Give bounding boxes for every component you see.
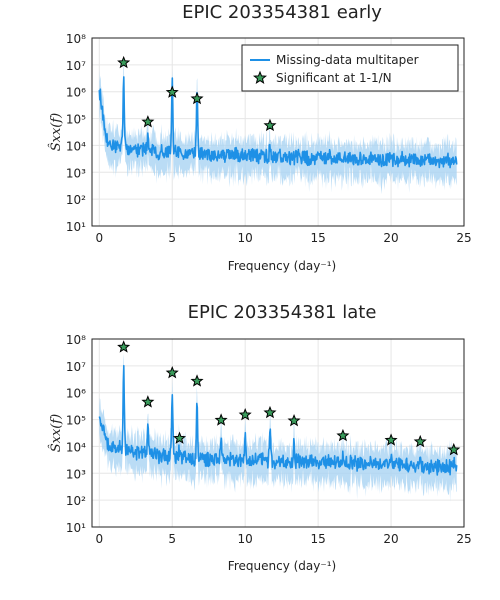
y-tick-label: 10²	[66, 193, 86, 207]
y-tick-label: 10³	[66, 166, 86, 180]
confidence-band	[99, 56, 457, 195]
legend-box	[241, 44, 459, 92]
significant-marker	[190, 91, 204, 105]
series-path	[98, 364, 458, 476]
x-axis-label: Frequency (day⁻¹)	[228, 259, 336, 273]
significant-marker	[173, 431, 187, 444]
significant-marker	[165, 85, 179, 98]
x-tick-label: 0	[95, 532, 103, 546]
chart-panel-late: EPIC 203354381 late 0 5 10 15 20 25 10¹ 10² 10³…	[47, 302, 472, 573]
significant-marker	[384, 433, 398, 446]
y-tick-labels: 10¹ 10² 10³ 10⁴ 10⁵ 10⁶ 10⁷ 10⁸	[66, 32, 86, 234]
significant-marker	[117, 55, 131, 69]
confidence-band	[99, 353, 457, 502]
plot-frame	[91, 338, 465, 528]
chart-panel-early: EPIC 203354381 early 0 5 10 15 20 25 10¹10²10…	[47, 2, 472, 273]
y-tick-label: 10⁵	[66, 414, 86, 428]
significant-marker	[190, 374, 204, 387]
significant-marker	[141, 395, 155, 408]
significant-marker	[117, 340, 131, 353]
band-area	[99, 353, 457, 502]
y-tick-label: 10⁷	[66, 59, 86, 73]
y-tick-label: 10⁵	[66, 113, 86, 127]
y-tick-labels: 10¹ 10² 10³ 10⁴ 10⁵ 10⁶ 10⁷ 10⁸	[66, 333, 86, 535]
legend-entry-markers: Significant at 1-1/N	[276, 71, 392, 85]
x-tick-label: 5	[168, 231, 176, 245]
x-tick-label: 20	[383, 532, 398, 546]
x-tick-label: 20	[383, 231, 398, 245]
y-tick-label: 10⁷	[66, 360, 86, 374]
x-tick-labels: 0 5 10 15 20 25	[95, 231, 471, 245]
significant-marker	[214, 413, 228, 426]
series-path	[98, 76, 458, 169]
y-tick-label: 10⁸	[66, 32, 86, 46]
legend-star-icon	[252, 70, 268, 84]
significant-marker	[263, 118, 277, 132]
y-tick-label: 10⁶	[66, 86, 86, 100]
significant-marker	[447, 442, 461, 456]
x-axis-label: Frequency (day⁻¹)	[228, 559, 336, 573]
significant-marker	[336, 428, 350, 442]
x-tick-label: 25	[456, 231, 471, 245]
plot-frame	[91, 37, 465, 227]
series-line	[98, 76, 458, 169]
significant-markers	[117, 55, 277, 132]
significant-markers	[117, 340, 461, 456]
significant-marker	[165, 365, 179, 379]
y-tick-label: 10⁴	[66, 440, 86, 454]
series-line	[98, 364, 458, 476]
x-tick-label: 25	[456, 532, 471, 546]
significant-marker	[413, 434, 427, 448]
y-tick-label: 10⁴	[66, 139, 86, 153]
significant-marker	[141, 115, 155, 128]
y-tick-label: 10²	[66, 494, 86, 508]
y-tick-label: 10¹	[66, 220, 86, 234]
significant-marker	[238, 407, 252, 421]
y-tick-label: 10³	[66, 467, 86, 481]
y-tick-label: 10⁸	[66, 333, 86, 347]
x-tick-label: 10	[238, 532, 253, 546]
y-axis-label: Ŝxx(f)	[47, 113, 64, 152]
x-tick-label: 0	[95, 231, 103, 245]
x-tick-label: 15	[310, 231, 325, 245]
significant-marker	[263, 405, 277, 419]
legend-entry-line: Missing-data multitaper	[276, 53, 419, 67]
chart-title: EPIC 203354381 late	[188, 302, 377, 323]
legend: Missing-data multitaper Significant at 1…	[241, 44, 459, 92]
x-tick-label: 15	[310, 532, 325, 546]
x-tick-label: 5	[168, 532, 176, 546]
y-axis-label: Ŝxx(f)	[47, 414, 64, 453]
chart-title: EPIC 203354381 early	[182, 2, 382, 23]
significant-marker	[287, 413, 301, 427]
y-tick-label: 10⁶	[66, 387, 86, 401]
y-tick-label: 10¹	[66, 521, 86, 535]
x-tick-labels: 0 5 10 15 20 25	[95, 532, 471, 546]
x-tick-label: 10	[238, 231, 253, 245]
band-area	[99, 56, 457, 195]
